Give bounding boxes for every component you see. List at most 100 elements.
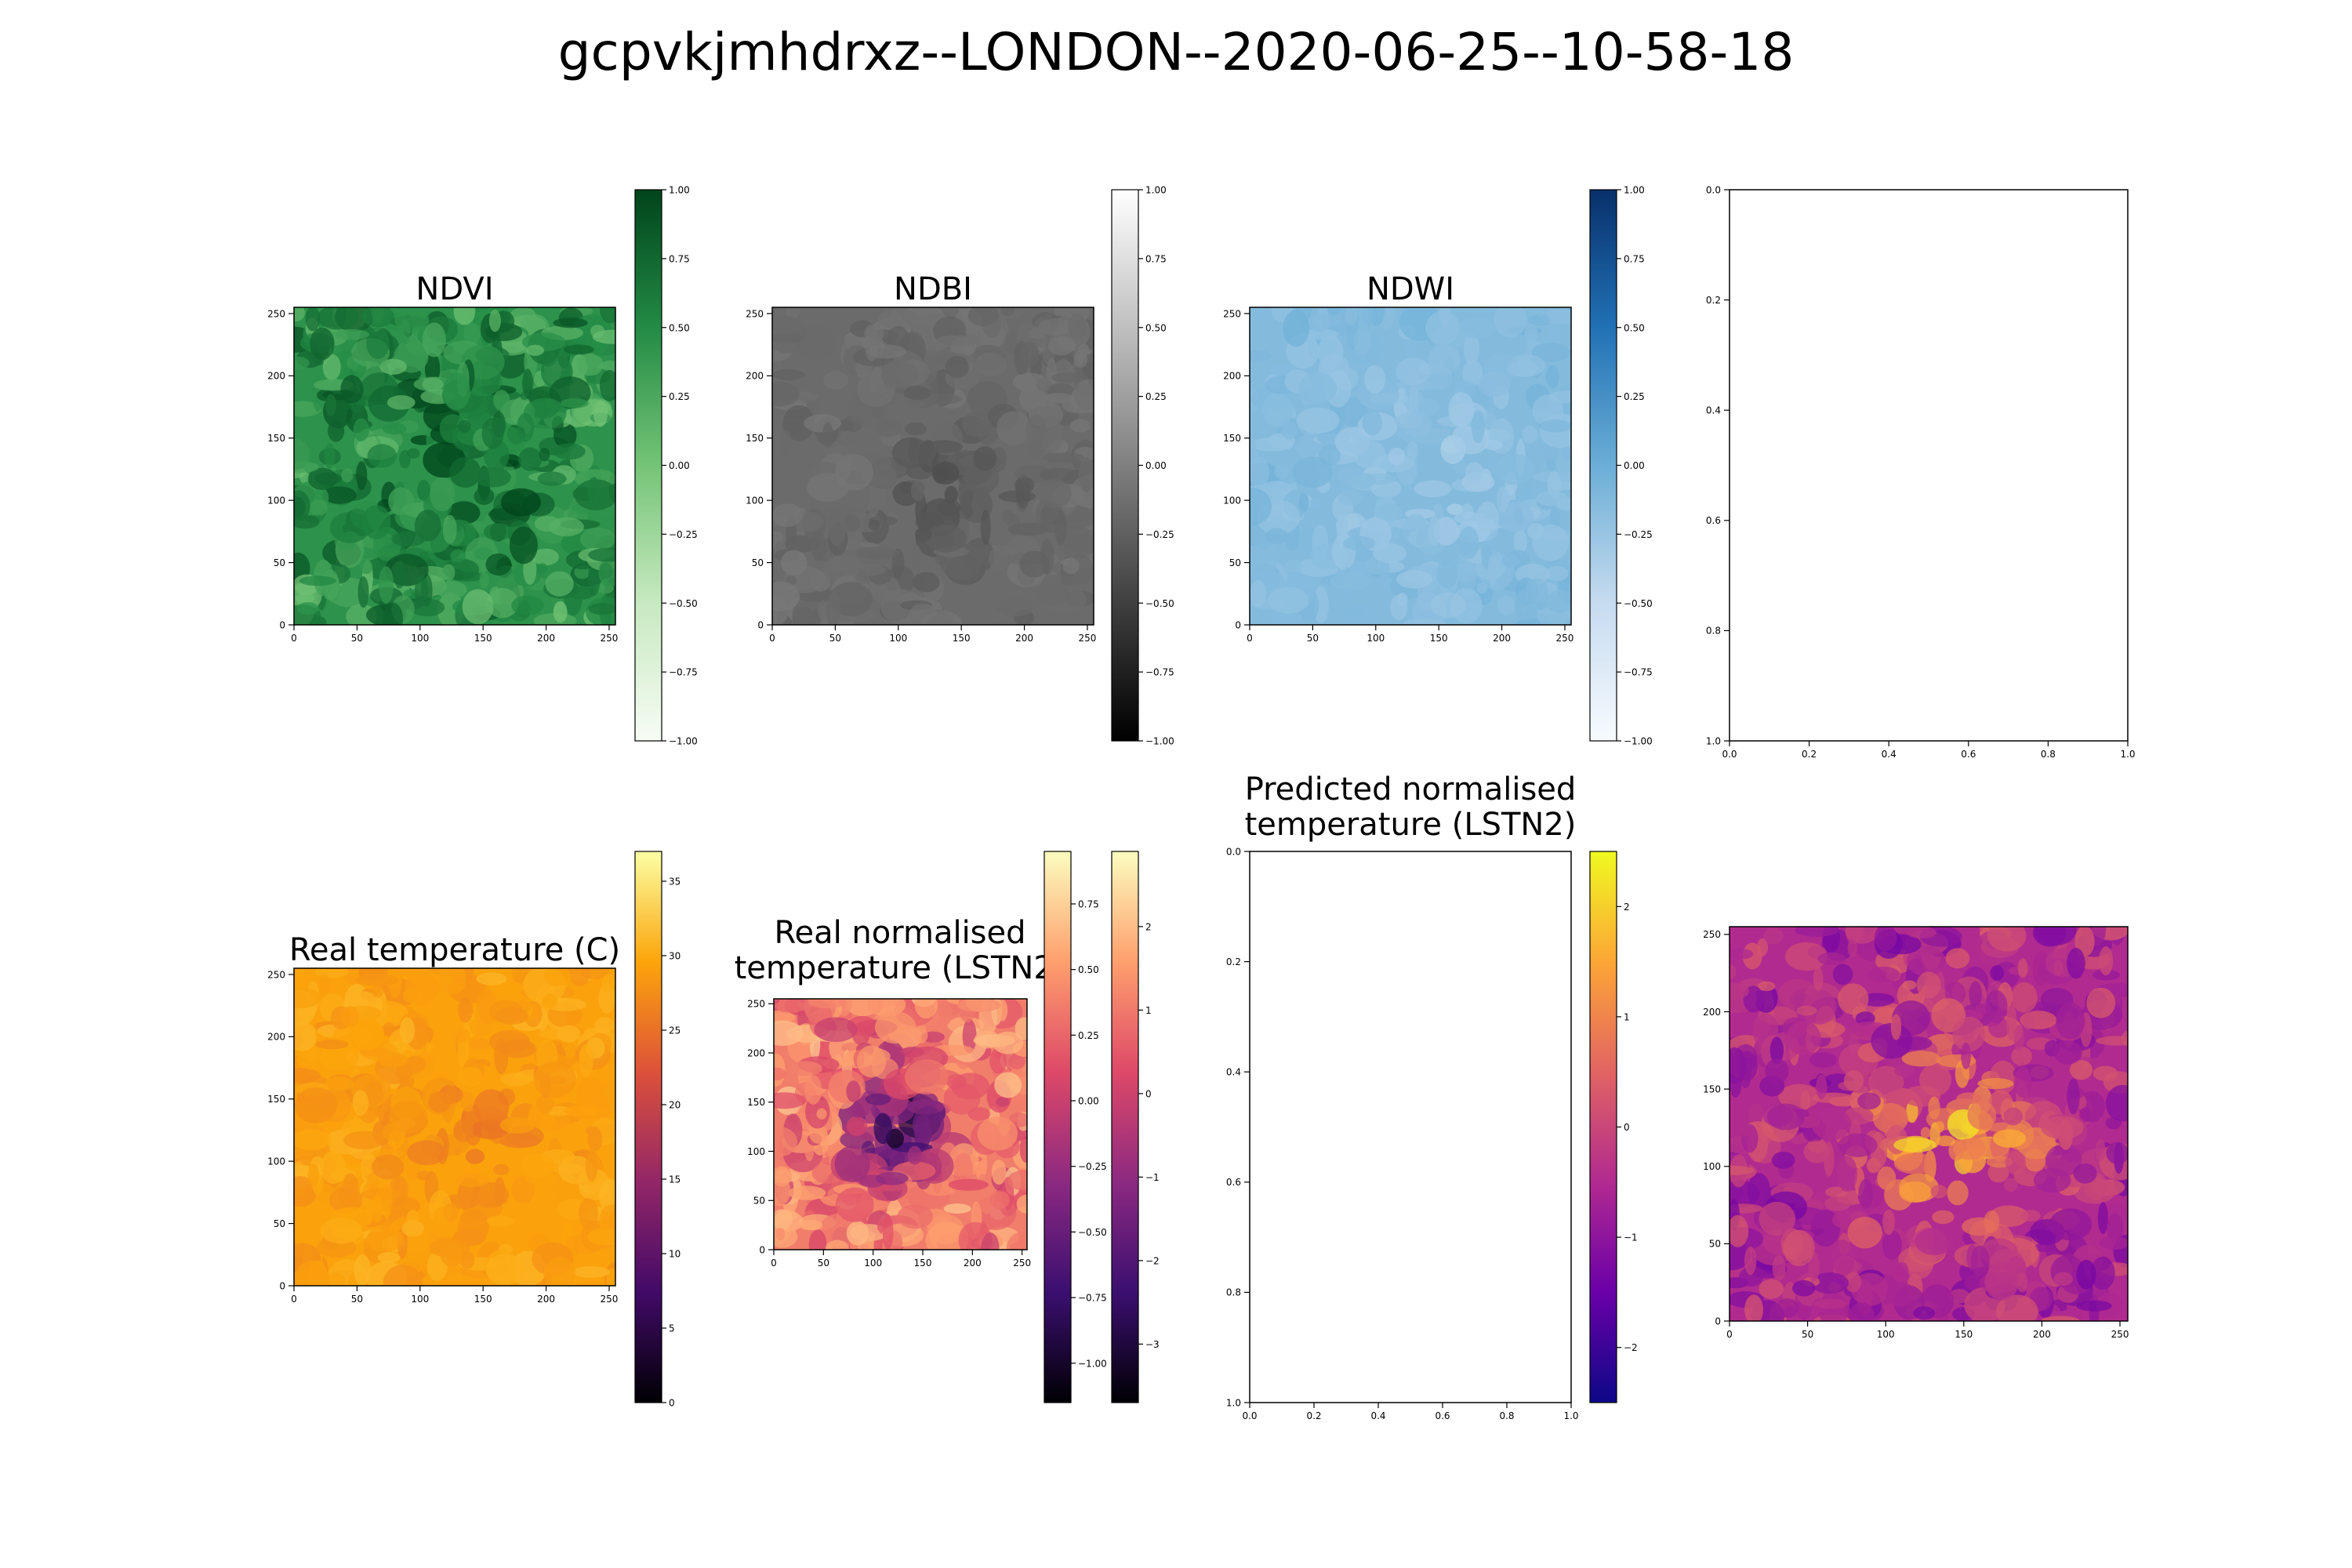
image-texture: [1894, 1261, 1909, 1279]
image-texture: [518, 447, 543, 471]
image-texture: [1901, 1051, 1941, 1067]
image-texture: [1988, 1090, 2013, 1115]
image-texture: [1464, 333, 1480, 365]
image-texture: [1008, 1054, 1026, 1069]
image-texture: [438, 968, 466, 995]
image-texture: [485, 553, 512, 576]
y-tick-label: 0.0: [1226, 846, 1241, 857]
x-tick-label: 250: [2111, 1329, 2129, 1340]
image-texture: [1545, 365, 1559, 389]
y-tick-label: 0.4: [1226, 1067, 1241, 1078]
image-texture: [321, 486, 358, 504]
image-texture: [1428, 516, 1441, 546]
image-texture: [774, 1010, 796, 1025]
image-texture: [341, 468, 354, 483]
y-tick-label: 250: [267, 308, 285, 319]
image-texture: [2005, 1150, 2027, 1175]
image-texture: [882, 1214, 894, 1250]
colorbar-tick-label: 1.00: [1145, 185, 1167, 196]
x-tick-label: 250: [1556, 633, 1574, 644]
colorbar-tick-label: 0.50: [669, 322, 690, 333]
image-texture: [1845, 1272, 1862, 1293]
image-texture: [1073, 350, 1088, 368]
image-texture: [865, 1093, 891, 1105]
x-tick-label: 150: [474, 1294, 492, 1305]
image-texture: [1545, 566, 1569, 582]
image-texture: [1250, 456, 1269, 488]
image-texture: [1494, 453, 1534, 485]
image-texture: [1857, 1092, 1881, 1110]
image-texture: [931, 461, 960, 485]
colorbar-tick-label: 0.50: [1078, 964, 1099, 975]
image-texture: [788, 1061, 822, 1076]
image-texture: [406, 448, 420, 459]
image-texture: [588, 603, 615, 615]
image-texture: [2105, 1084, 2128, 1122]
ndbi-image: [772, 307, 1094, 625]
image-texture: [355, 974, 399, 986]
image-texture: [1907, 945, 1946, 977]
image-texture: [1068, 313, 1087, 340]
image-texture: [1783, 1229, 1815, 1267]
x-tick-label: 50: [351, 1294, 363, 1305]
y-tick-label: 0.4: [1706, 405, 1721, 416]
image-texture: [371, 1195, 383, 1223]
colorbar-tick-label: −0.25: [1145, 529, 1174, 540]
colorbar: [1589, 851, 1617, 1403]
image-texture: [1730, 1187, 1744, 1201]
image-texture: [407, 1140, 447, 1166]
image-texture: [1338, 489, 1363, 506]
image-texture: [835, 1187, 874, 1222]
image-texture: [1025, 414, 1047, 445]
y-tick-label: 100: [267, 1156, 285, 1167]
image-texture: [2076, 1300, 2112, 1312]
image-texture: [1945, 948, 1970, 969]
image-texture: [856, 1045, 887, 1078]
image-texture: [2067, 947, 2085, 979]
image-texture: [1948, 1289, 1970, 1304]
image-texture: [1019, 1135, 1027, 1163]
image-texture: [1838, 1133, 1878, 1157]
x-tick-label: 200: [2033, 1329, 2051, 1340]
image-texture: [1765, 1058, 1789, 1084]
colorbar-tick-label: 1.00: [669, 185, 690, 196]
y-tick-label: 1.0: [1706, 735, 1721, 746]
image-texture: [440, 1243, 464, 1267]
image-texture: [523, 397, 567, 429]
y-tick-label: 150: [1703, 1083, 1721, 1094]
colorbar: [634, 851, 662, 1403]
y-tick-label: 200: [267, 371, 285, 382]
image-texture: [428, 1091, 452, 1113]
image-texture: [1062, 557, 1080, 575]
image-texture: [809, 1124, 828, 1144]
image-texture: [414, 510, 441, 542]
image-texture: [1471, 410, 1486, 444]
image-texture: [459, 1181, 473, 1210]
image-texture: [2056, 1002, 2085, 1040]
image-texture: [532, 548, 559, 566]
image-texture: [1956, 1092, 1982, 1105]
colorbar-tick-label: −0.50: [1624, 598, 1653, 609]
figure-title: gcpvkjmhdrxz--LONDON--2020-06-25--10-58-…: [557, 22, 1795, 82]
image-texture: [307, 1163, 319, 1186]
image-texture: [780, 429, 793, 456]
image-texture: [294, 490, 310, 521]
image-texture: [1074, 383, 1094, 410]
colorbar-tick-label: −0.25: [669, 529, 698, 540]
image-texture: [2020, 1210, 2041, 1222]
image-texture: [309, 499, 328, 516]
y-tick-label: 50: [752, 557, 764, 568]
image-texture: [1496, 486, 1509, 513]
image-texture: [294, 356, 310, 370]
image-texture: [1548, 390, 1571, 404]
colorbar-tick-label: 25: [669, 1025, 681, 1036]
image-texture: [2098, 946, 2114, 976]
image-texture: [828, 510, 847, 546]
image-texture: [495, 1007, 529, 1025]
image-texture: [352, 1018, 385, 1051]
x-tick-label: 0.0: [1242, 1410, 1257, 1421]
y-tick-label: 0: [757, 619, 764, 630]
image-texture: [511, 1176, 535, 1204]
image-texture: [1008, 592, 1019, 615]
image-texture: [1847, 1217, 1883, 1249]
